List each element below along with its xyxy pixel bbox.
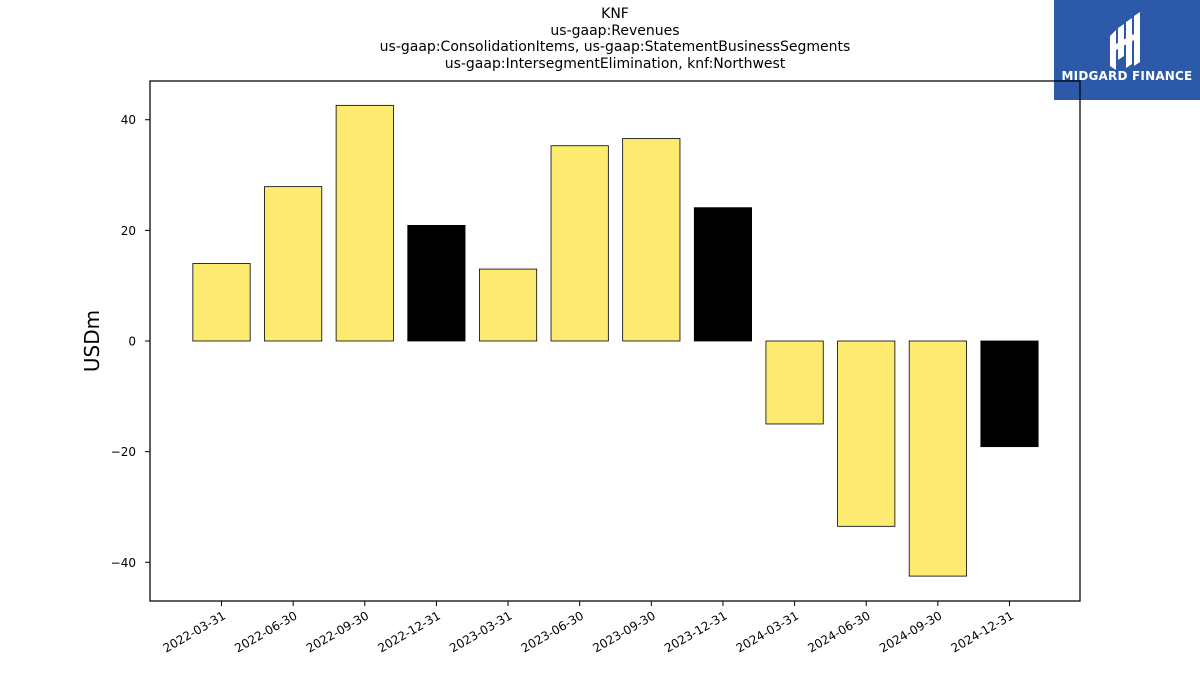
x-tick-label: 2022-09-30	[304, 608, 371, 655]
bar-2023-03-31	[478, 268, 538, 342]
y-tick-label: 20	[121, 224, 136, 238]
y-tick-label: −40	[111, 556, 136, 570]
plot-frame	[149, 80, 1081, 602]
x-tick-label: 2023-06-30	[519, 608, 586, 655]
bar-2022-06-30	[264, 186, 323, 342]
x-tick-label: 2024-09-30	[877, 608, 944, 655]
bar-2023-12-31	[693, 207, 753, 342]
x-tick-label: 2024-06-30	[805, 608, 872, 655]
chart-subtitle-line: us-gaap:Revenues	[550, 22, 680, 39]
chart-subtitle-line: us-gaap:IntersegmentElimination, knf:Nor…	[444, 55, 786, 72]
bar-2022-03-31	[192, 263, 251, 342]
chart-title: KNF us-gaap:Revenues us-gaap:Consolidati…	[150, 6, 1080, 72]
bar-2023-06-30	[550, 145, 609, 342]
x-tick-label: 2024-03-31	[734, 608, 801, 655]
y-axis-label: USDm	[80, 310, 104, 372]
midgard-finance-logo: MIDGARD FINANCE	[1054, 0, 1200, 100]
midgard-logo-icon	[1110, 12, 1140, 70]
bar-2024-03-31	[765, 340, 824, 425]
chart-title-line: KNF	[601, 6, 629, 22]
x-axis: 2022-03-31 2022-06-30 2022-09-30 2022-12-31…	[161, 601, 1016, 655]
x-tick-label: 2023-03-31	[447, 608, 514, 655]
y-axis: 40 20 0 −20 −40	[111, 113, 150, 570]
y-tick-label: −20	[111, 445, 136, 459]
bar-2024-09-30	[908, 340, 967, 577]
x-tick-label: 2023-09-30	[590, 608, 657, 655]
x-tick-label: 2022-06-30	[232, 608, 299, 655]
bar-2022-12-31	[407, 224, 466, 342]
bar-2024-06-30	[837, 340, 896, 527]
bars-group	[192, 104, 1039, 577]
bar-2024-12-31	[980, 340, 1039, 448]
x-tick-label: 2023-12-31	[662, 608, 729, 655]
x-tick-label: 2022-12-31	[376, 608, 443, 655]
logo-text: MIDGARD FINANCE	[1061, 69, 1193, 83]
y-tick-label: 40	[121, 113, 136, 127]
bar-2022-09-30	[335, 104, 394, 342]
chart-subtitle-line: us-gaap:ConsolidationItems, us-gaap:Stat…	[379, 39, 851, 55]
x-tick-label: 2022-03-31	[161, 608, 228, 655]
y-tick-label: 0	[128, 335, 136, 349]
x-tick-label: 2024-12-31	[949, 608, 1016, 655]
bar-2023-09-30	[622, 138, 681, 342]
